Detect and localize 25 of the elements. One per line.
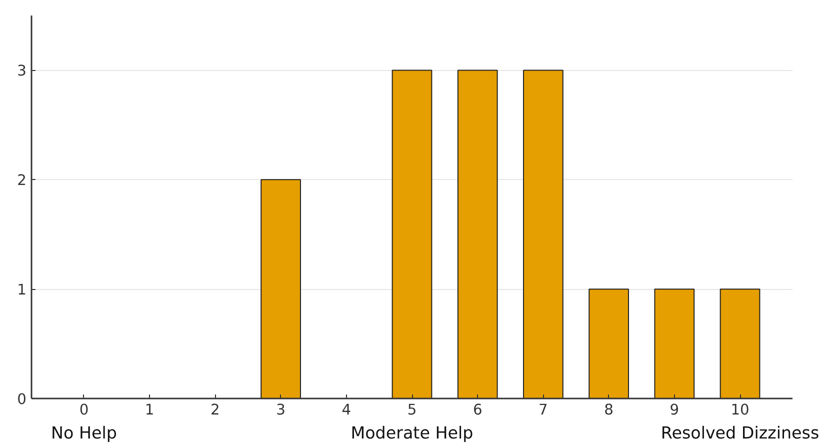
x-tick-label: 4 [342, 402, 352, 418]
x-tick-label: 5 [407, 402, 417, 418]
x-tick-label: 2 [210, 402, 220, 418]
x-tick-label: 7 [538, 402, 548, 418]
bar [720, 288, 760, 398]
x-tick-label: 3 [276, 402, 286, 418]
bar [523, 70, 564, 398]
bar [260, 179, 301, 398]
text: Moderate Help [350, 424, 474, 442]
x-tick-label: 10 [730, 402, 750, 418]
bar [588, 288, 629, 398]
bar [392, 70, 432, 398]
y-tick-label: 3 [17, 62, 27, 80]
x-tick-label: 0 [79, 402, 89, 418]
x-tick-label: 8 [604, 402, 614, 418]
text: Resolved Dizziness [660, 424, 820, 442]
bar [457, 70, 498, 398]
y-tick-label: 0 [17, 391, 27, 408]
x-tick-label: 1 [144, 402, 154, 418]
bar [654, 288, 695, 398]
x-tick-label: 9 [670, 402, 680, 418]
x-tick-label: 6 [472, 402, 482, 418]
y-tick-label: 1 [17, 282, 27, 299]
y-tick-label: 2 [17, 172, 27, 190]
text: No Help [51, 424, 117, 442]
